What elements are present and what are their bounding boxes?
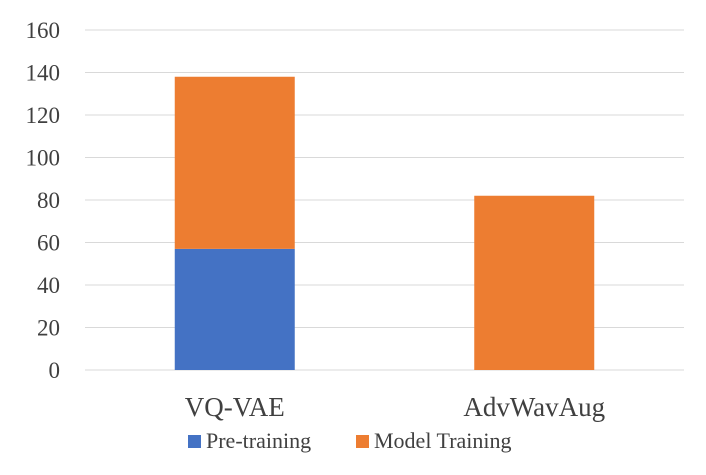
y-tick-label-40: 40: [37, 273, 60, 298]
y-tick-label-60: 60: [37, 231, 60, 256]
x-axis-category-labels: VQ-VAE AdvWavAug: [185, 392, 605, 422]
y-tick-label-0: 0: [49, 358, 61, 383]
y-tick-label-80: 80: [37, 188, 60, 213]
y-tick-label-160: 160: [26, 18, 61, 43]
bar-vq-vae-model-training: [174, 76, 295, 249]
y-axis-tick-labels: 0 20 40 60 80 100 120 140 160: [26, 18, 61, 383]
y-tick-label-120: 120: [26, 103, 61, 128]
legend: Pre-training Model Training: [188, 428, 512, 453]
legend-swatch-model-training: [356, 435, 369, 448]
y-tick-label-100: 100: [26, 146, 61, 171]
legend-label-pre-training: Pre-training: [206, 428, 311, 453]
bar-vq-vae-pre-training: [174, 248, 295, 370]
x-category-label-0: VQ-VAE: [185, 392, 285, 422]
bars: [174, 76, 595, 370]
bar-advwavaug-model-training: [474, 195, 595, 370]
y-tick-label-140: 140: [26, 61, 61, 86]
y-tick-label-20: 20: [37, 316, 60, 341]
legend-swatch-pre-training: [188, 435, 201, 448]
legend-label-model-training: Model Training: [374, 428, 512, 453]
x-category-label-1: AdvWavAug: [463, 392, 605, 422]
